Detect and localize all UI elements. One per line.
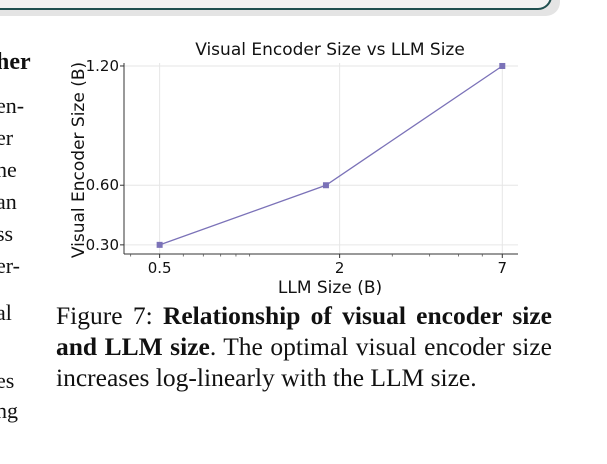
- x-tick-label: 7: [498, 259, 508, 277]
- x-tick-label: 0.5: [148, 259, 172, 277]
- series-line: [159, 65, 503, 246]
- caption-bold: Relationship of visual encoder size and …: [56, 301, 552, 361]
- x-axis-label: LLM Size (B): [278, 278, 382, 298]
- y-tick-label: 0.30: [86, 236, 119, 254]
- left-text-fragment: er-: [0, 253, 20, 278]
- line-chart: Visual Encoder Size vs LLM Size LLM Size…: [69, 40, 518, 298]
- data-point-marker: [322, 182, 329, 189]
- data-point-marker: [499, 62, 506, 69]
- left-text-fragment: al: [0, 300, 12, 325]
- caption-text: . The optimal visual encoder size increa…: [56, 332, 553, 392]
- caption-label: Figure 7:: [56, 301, 153, 330]
- y-tick-label: 1.20: [86, 57, 119, 75]
- y-tick-label: 0.60: [86, 176, 119, 194]
- left-text-fragment: ng: [0, 398, 18, 423]
- left-heading-fragment: her: [0, 49, 31, 75]
- left-text-fragment: es: [0, 368, 15, 393]
- data-point-marker: [156, 241, 163, 248]
- chart-title: Visual Encoder Size vs LLM Size: [195, 40, 465, 60]
- y-axis-label: Visual Encoder Size (B): [69, 62, 89, 258]
- left-text-fragment: en-: [0, 93, 25, 118]
- figure-caption: Figure 7: Relationship of visual encoder…: [56, 300, 552, 393]
- left-text-fragment: an: [0, 189, 17, 214]
- left-text-fragment: ss: [0, 221, 14, 246]
- left-text-fragment: er: [0, 125, 14, 150]
- x-tick-label: 2: [335, 259, 345, 277]
- left-text-fragment: he: [0, 157, 17, 182]
